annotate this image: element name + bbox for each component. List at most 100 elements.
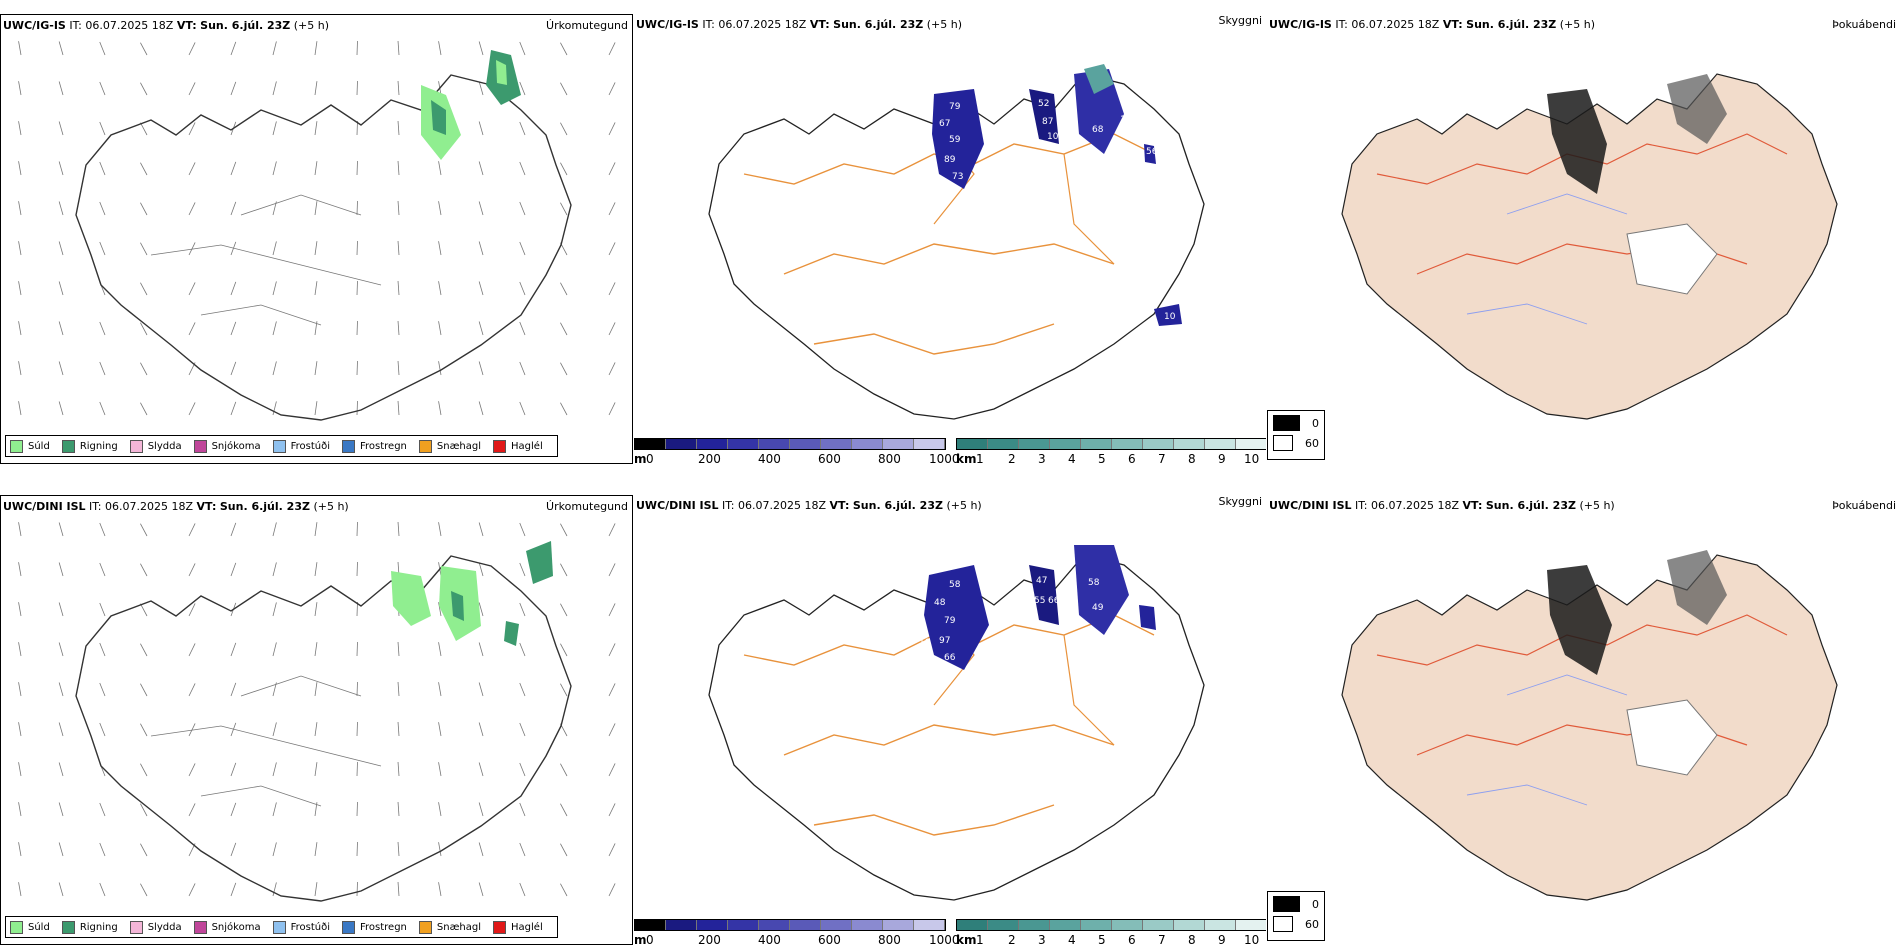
panel-title: Þokuábendi [1832, 18, 1896, 31]
wind-barb [560, 42, 568, 56]
precip-legend: Súld Rigning Slydda Snjókoma Frostúði Fr… [5, 916, 558, 938]
wind-barb [140, 122, 148, 136]
wind-barb [99, 401, 106, 416]
wind-barb [478, 842, 484, 857]
wind-barb [478, 762, 484, 777]
wind-barb [519, 161, 526, 176]
wind-barb [18, 882, 22, 897]
wind-barb [58, 522, 64, 537]
wind-barb [230, 562, 237, 577]
wind-barb [99, 522, 106, 537]
legend-swatch [193, 439, 207, 453]
wind-barb [438, 241, 442, 256]
wind-barb [188, 82, 196, 96]
wind-barb [99, 802, 106, 817]
wind-barb [188, 643, 196, 657]
wind-barbs [18, 40, 616, 416]
wind-barb [58, 722, 64, 737]
wind-barb [230, 802, 237, 817]
panel-title: Úrkomutegund [546, 500, 628, 513]
wind-barb [272, 522, 277, 537]
wind-barb [560, 402, 568, 416]
wind-barb [18, 321, 22, 336]
visibility-values: 58 48 79 97 66 10 47 55 66 58 49 91 91 [919, 576, 1104, 748]
wind-barb [58, 842, 64, 857]
wind-barb [478, 161, 484, 176]
wind-barb [188, 42, 196, 56]
svg-text:66: 66 [944, 653, 956, 663]
wind-barb [140, 322, 148, 336]
legend-swatch [342, 920, 355, 934]
wind-barb [519, 602, 526, 617]
wind-barb [18, 762, 22, 777]
wind-barb [608, 763, 616, 777]
panel-header: UWC/IG-IS IT: 06.07.2025 18Z VT: Sun. 6.… [636, 18, 963, 31]
wind-barb [560, 362, 568, 376]
wind-barb [272, 121, 277, 136]
wind-barb [314, 201, 318, 216]
legend-swatch [10, 920, 23, 934]
svg-text:79: 79 [949, 102, 961, 112]
wind-barb [478, 81, 484, 96]
legend-swatch [193, 920, 207, 934]
wind-barb [99, 642, 106, 657]
wind-barb [519, 81, 526, 96]
wind-barb [230, 842, 237, 857]
wind-barb [188, 683, 196, 697]
wind-barb [438, 41, 442, 56]
wind-barb [397, 81, 400, 96]
wind-barb [438, 602, 442, 617]
wind-barb [608, 82, 616, 96]
svg-text:47: 47 [1036, 576, 1047, 586]
wind-barb [397, 682, 400, 697]
wind-barb [314, 642, 318, 657]
wind-barb [314, 842, 318, 857]
wind-barb [478, 602, 484, 617]
wind-barb [99, 842, 106, 857]
wind-barb [140, 162, 148, 176]
svg-text:14: 14 [1120, 115, 1132, 125]
wind-barb [272, 722, 277, 737]
wind-barb [140, 683, 148, 697]
wind-barb [140, 402, 148, 416]
wind-barb [58, 81, 64, 96]
wind-barb [560, 82, 568, 96]
wind-barbs [18, 521, 616, 897]
wind-barb [140, 603, 148, 617]
fog-panel-2: UWC/DINI ISL IT: 06.07.2025 18Z VT: Sun.… [1267, 495, 1900, 945]
wind-barb [560, 603, 568, 617]
wind-barb [519, 522, 526, 537]
wind-barb [560, 683, 568, 697]
wind-barb [560, 122, 568, 136]
wind-barb [58, 562, 64, 577]
wind-barb [18, 281, 22, 296]
wind-barb [99, 321, 106, 336]
wind-barb [397, 882, 400, 897]
svg-text:97: 97 [1050, 212, 1061, 222]
wind-barb [140, 82, 148, 96]
wind-barb [272, 281, 277, 296]
wind-barb [58, 762, 64, 777]
wind-barb [188, 202, 196, 216]
svg-text:87: 87 [1042, 117, 1053, 127]
legend-swatch [493, 920, 507, 934]
wind-barb [519, 842, 526, 857]
wind-barb [438, 201, 442, 216]
wind-barb [230, 161, 237, 176]
wind-barb [18, 842, 22, 857]
wind-barb [397, 241, 400, 256]
svg-text:10: 10 [919, 638, 931, 648]
svg-text:86: 86 [1020, 267, 1032, 277]
wind-barb [140, 563, 148, 577]
low-visibility-patches [932, 64, 1182, 326]
panel-title: Skyggni [1218, 14, 1262, 27]
legend-swatch [129, 439, 143, 453]
wind-barb [397, 842, 400, 857]
wind-barb [608, 643, 616, 657]
visibility-panel-1: UWC/IG-IS IT: 06.07.2025 18Z VT: Sun. 6.… [634, 14, 1266, 464]
wind-barb [230, 762, 237, 777]
panel-title: Skyggni [1218, 495, 1262, 508]
wind-barb [99, 682, 106, 697]
wind-barb [519, 121, 526, 136]
wind-barb [99, 161, 106, 176]
